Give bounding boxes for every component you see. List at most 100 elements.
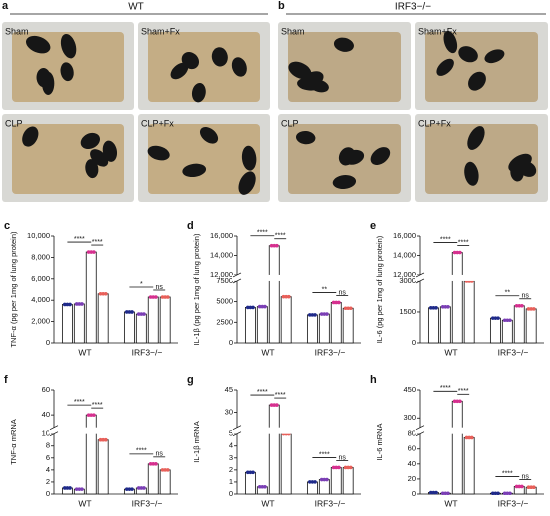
data-dot [74, 302, 79, 306]
axis-break [232, 274, 361, 281]
mouse [484, 49, 505, 64]
data-dot [325, 477, 329, 482]
bar [135, 313, 147, 344]
data-dot [428, 490, 433, 495]
mouse [26, 35, 51, 54]
y-tick-label: 0 [229, 338, 233, 347]
sig-label: ** [505, 290, 511, 297]
data-dot [165, 468, 170, 472]
mouse [458, 46, 478, 63]
y-tick-label: 7500 [216, 276, 233, 285]
data-dot [130, 487, 134, 491]
bar [280, 433, 292, 495]
data-dot [275, 243, 279, 248]
y-tick-label: 10,000 [27, 231, 50, 240]
mouse [191, 82, 206, 103]
sig-label: ns [522, 293, 530, 300]
data-dot [517, 484, 522, 489]
data-dot [343, 465, 348, 470]
data-dot [458, 399, 462, 404]
data-dot [520, 303, 524, 308]
sig-label: **** [440, 236, 451, 243]
sig-label: **** [440, 385, 451, 392]
mouse [36, 67, 51, 88]
y-tick-label: 10 [42, 429, 50, 438]
bar [147, 296, 159, 344]
break-mark [49, 431, 59, 437]
data-dot [151, 295, 156, 299]
data-dot [65, 486, 70, 490]
y-tick-label: 4 [46, 465, 50, 474]
data-dot [89, 413, 94, 417]
data-dot [77, 302, 82, 306]
mouse [309, 79, 329, 93]
break-mark [49, 425, 59, 431]
x-tick-label: WT [78, 498, 91, 508]
bar [268, 404, 280, 495]
y-tick-label: 40 [408, 459, 416, 468]
mouse [90, 149, 109, 167]
y-tick-label: 80 [408, 429, 416, 438]
data-dot [257, 484, 262, 489]
mouse [182, 163, 207, 178]
data-dot [269, 403, 274, 407]
data-dot [260, 304, 265, 309]
y-tick-label: 60 [408, 444, 416, 453]
data-dot [68, 486, 72, 490]
data-dot [272, 243, 277, 248]
data-dot [154, 295, 158, 299]
x-tick-label: WT [78, 347, 91, 357]
data-dot [142, 312, 146, 316]
data-dot [443, 304, 448, 309]
mouse [231, 57, 247, 77]
y-tick-label: 2,000 [31, 317, 50, 326]
mouse [338, 147, 356, 166]
mouse [60, 33, 77, 59]
data-dot [269, 243, 274, 248]
data-dot [496, 491, 500, 496]
bar [159, 469, 171, 495]
bar [342, 467, 354, 495]
mouse [436, 58, 454, 76]
data-dot [127, 310, 132, 314]
y-axis-label: TNF-α mRNA [9, 419, 18, 465]
mouse [147, 145, 170, 161]
x-tick-label: WT [444, 498, 457, 508]
y-tick-label: 450 [403, 385, 416, 394]
data-dot [496, 316, 500, 320]
data-dot [80, 487, 84, 491]
x-tick-label: IRF3−/− [315, 347, 346, 357]
bar [463, 280, 475, 344]
y-tick-label: 16,000 [210, 231, 233, 240]
mouse [199, 126, 219, 144]
data-dot [452, 399, 457, 404]
data-dot [348, 465, 353, 470]
bar [73, 303, 85, 344]
mouse [241, 145, 257, 171]
data-dot [508, 491, 512, 496]
break-mark [232, 431, 242, 437]
data-dot [136, 312, 141, 316]
y-tick-label: 4,000 [31, 295, 50, 304]
data-dot [245, 305, 250, 310]
data-dot [446, 304, 450, 309]
data-dot [307, 313, 312, 317]
data-dot [77, 487, 82, 491]
data-dot [434, 490, 438, 495]
data-dot [263, 304, 267, 309]
axis-break [232, 427, 361, 434]
data-dot [101, 437, 105, 442]
bar [268, 245, 280, 344]
break-mark [415, 431, 425, 437]
data-dot [263, 484, 267, 489]
data-dot [284, 294, 288, 299]
bar [147, 463, 159, 495]
y-tick-label: 8 [46, 441, 50, 450]
photo-label: CLP [5, 118, 23, 128]
sig-label: **** [92, 239, 103, 246]
data-dot [343, 306, 348, 311]
data-dot [526, 485, 531, 490]
data-dot [428, 306, 433, 310]
sig-label: ns [522, 473, 530, 480]
sig-label: * [140, 281, 143, 288]
